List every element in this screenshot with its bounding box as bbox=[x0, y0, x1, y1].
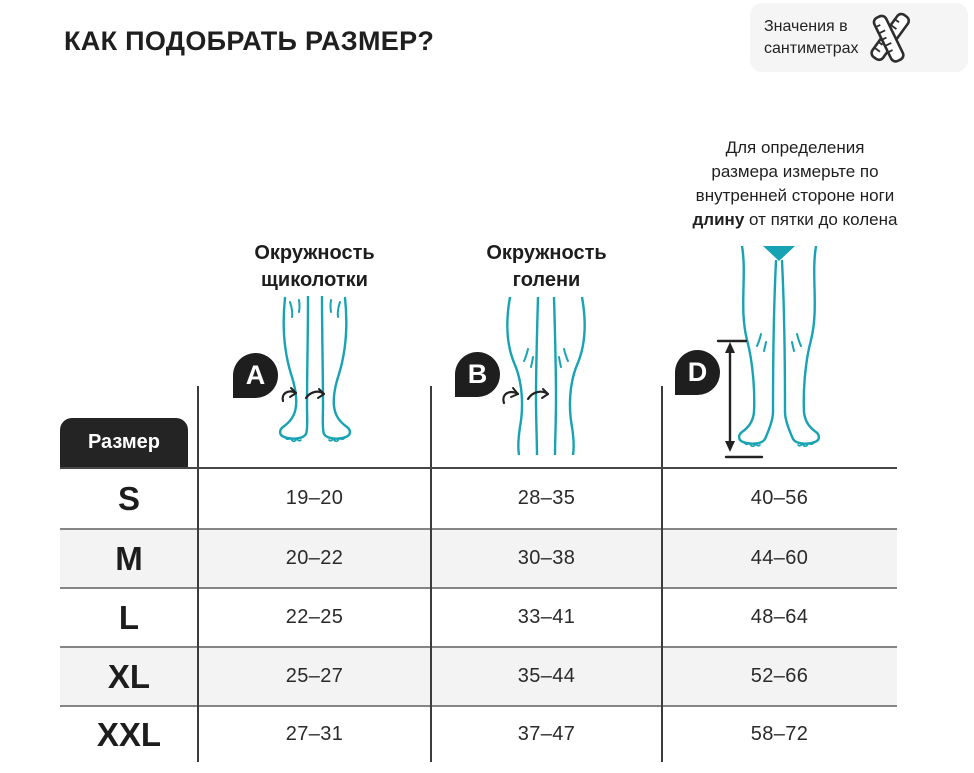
table-row-s: S 19–20 28–35 40–56 bbox=[60, 469, 897, 528]
size-label: M bbox=[115, 539, 143, 577]
size-table: S 19–20 28–35 40–56 M 20–22 30–38 44–60 … bbox=[60, 386, 897, 762]
length-measurement-arrow bbox=[716, 331, 764, 461]
column-header-ankle: Окружность щиколотки bbox=[254, 242, 375, 291]
table-divider-1 bbox=[197, 386, 199, 762]
size-label: XL bbox=[107, 657, 151, 695]
tape-measure-icon bbox=[865, 10, 915, 66]
table-row-m: M 20–22 30–38 44–60 bbox=[60, 528, 897, 587]
table-row-l: L 22–25 33–41 48–64 bbox=[60, 587, 897, 646]
table-row-xl: XL 25–27 35–44 52–66 bbox=[60, 646, 897, 705]
length-value: 58–72 bbox=[750, 723, 809, 745]
table-divider-2 bbox=[430, 386, 432, 762]
size-label: L bbox=[118, 598, 140, 636]
ankle-value: 19–20 bbox=[285, 487, 344, 509]
table-row-xxl: XXL 27–31 37–47 58–72 bbox=[60, 705, 897, 762]
length-legs-illustration bbox=[737, 246, 821, 458]
ankle-value: 20–22 bbox=[285, 547, 344, 569]
calf-value: 33–41 bbox=[517, 606, 576, 628]
ankle-value: 27–31 bbox=[285, 723, 344, 745]
ankle-value: 22–25 bbox=[285, 606, 344, 628]
size-label: XXL bbox=[96, 715, 162, 753]
page-title: КАК ПОДОБРАТЬ РАЗМЕР? bbox=[64, 26, 435, 56]
table-divider-3 bbox=[661, 386, 663, 762]
length-value: 52–66 bbox=[750, 665, 809, 687]
size-table-rows: S 19–20 28–35 40–56 M 20–22 30–38 44–60 … bbox=[60, 469, 897, 762]
units-note-text: Значения в сантиметрах bbox=[764, 17, 859, 57]
length-value: 44–60 bbox=[750, 547, 809, 569]
size-label: S bbox=[117, 479, 140, 517]
calf-value: 30–38 bbox=[517, 547, 576, 569]
units-note-card: Значения в сантиметрах bbox=[750, 3, 968, 72]
ankle-circumference-arrows bbox=[280, 383, 328, 409]
instruction-bold-word: длину bbox=[692, 210, 745, 229]
badge-b: B bbox=[455, 352, 500, 397]
size-column-badge: Размер bbox=[60, 418, 188, 467]
calf-circumference-arrows bbox=[500, 383, 552, 411]
table-header-line bbox=[60, 467, 897, 469]
calf-value: 37–47 bbox=[517, 723, 576, 745]
column-header-calf: Окружность голени bbox=[486, 242, 607, 291]
calf-value: 28–35 bbox=[517, 487, 576, 509]
measure-instruction: Для определения размера измерьте по внут… bbox=[692, 138, 898, 229]
calf-value: 35–44 bbox=[517, 665, 576, 687]
length-value: 48–64 bbox=[750, 606, 809, 628]
ankle-value: 25–27 bbox=[285, 665, 344, 687]
badge-d: D bbox=[675, 350, 720, 395]
length-value: 40–56 bbox=[750, 487, 809, 509]
badge-a: A bbox=[233, 353, 278, 398]
